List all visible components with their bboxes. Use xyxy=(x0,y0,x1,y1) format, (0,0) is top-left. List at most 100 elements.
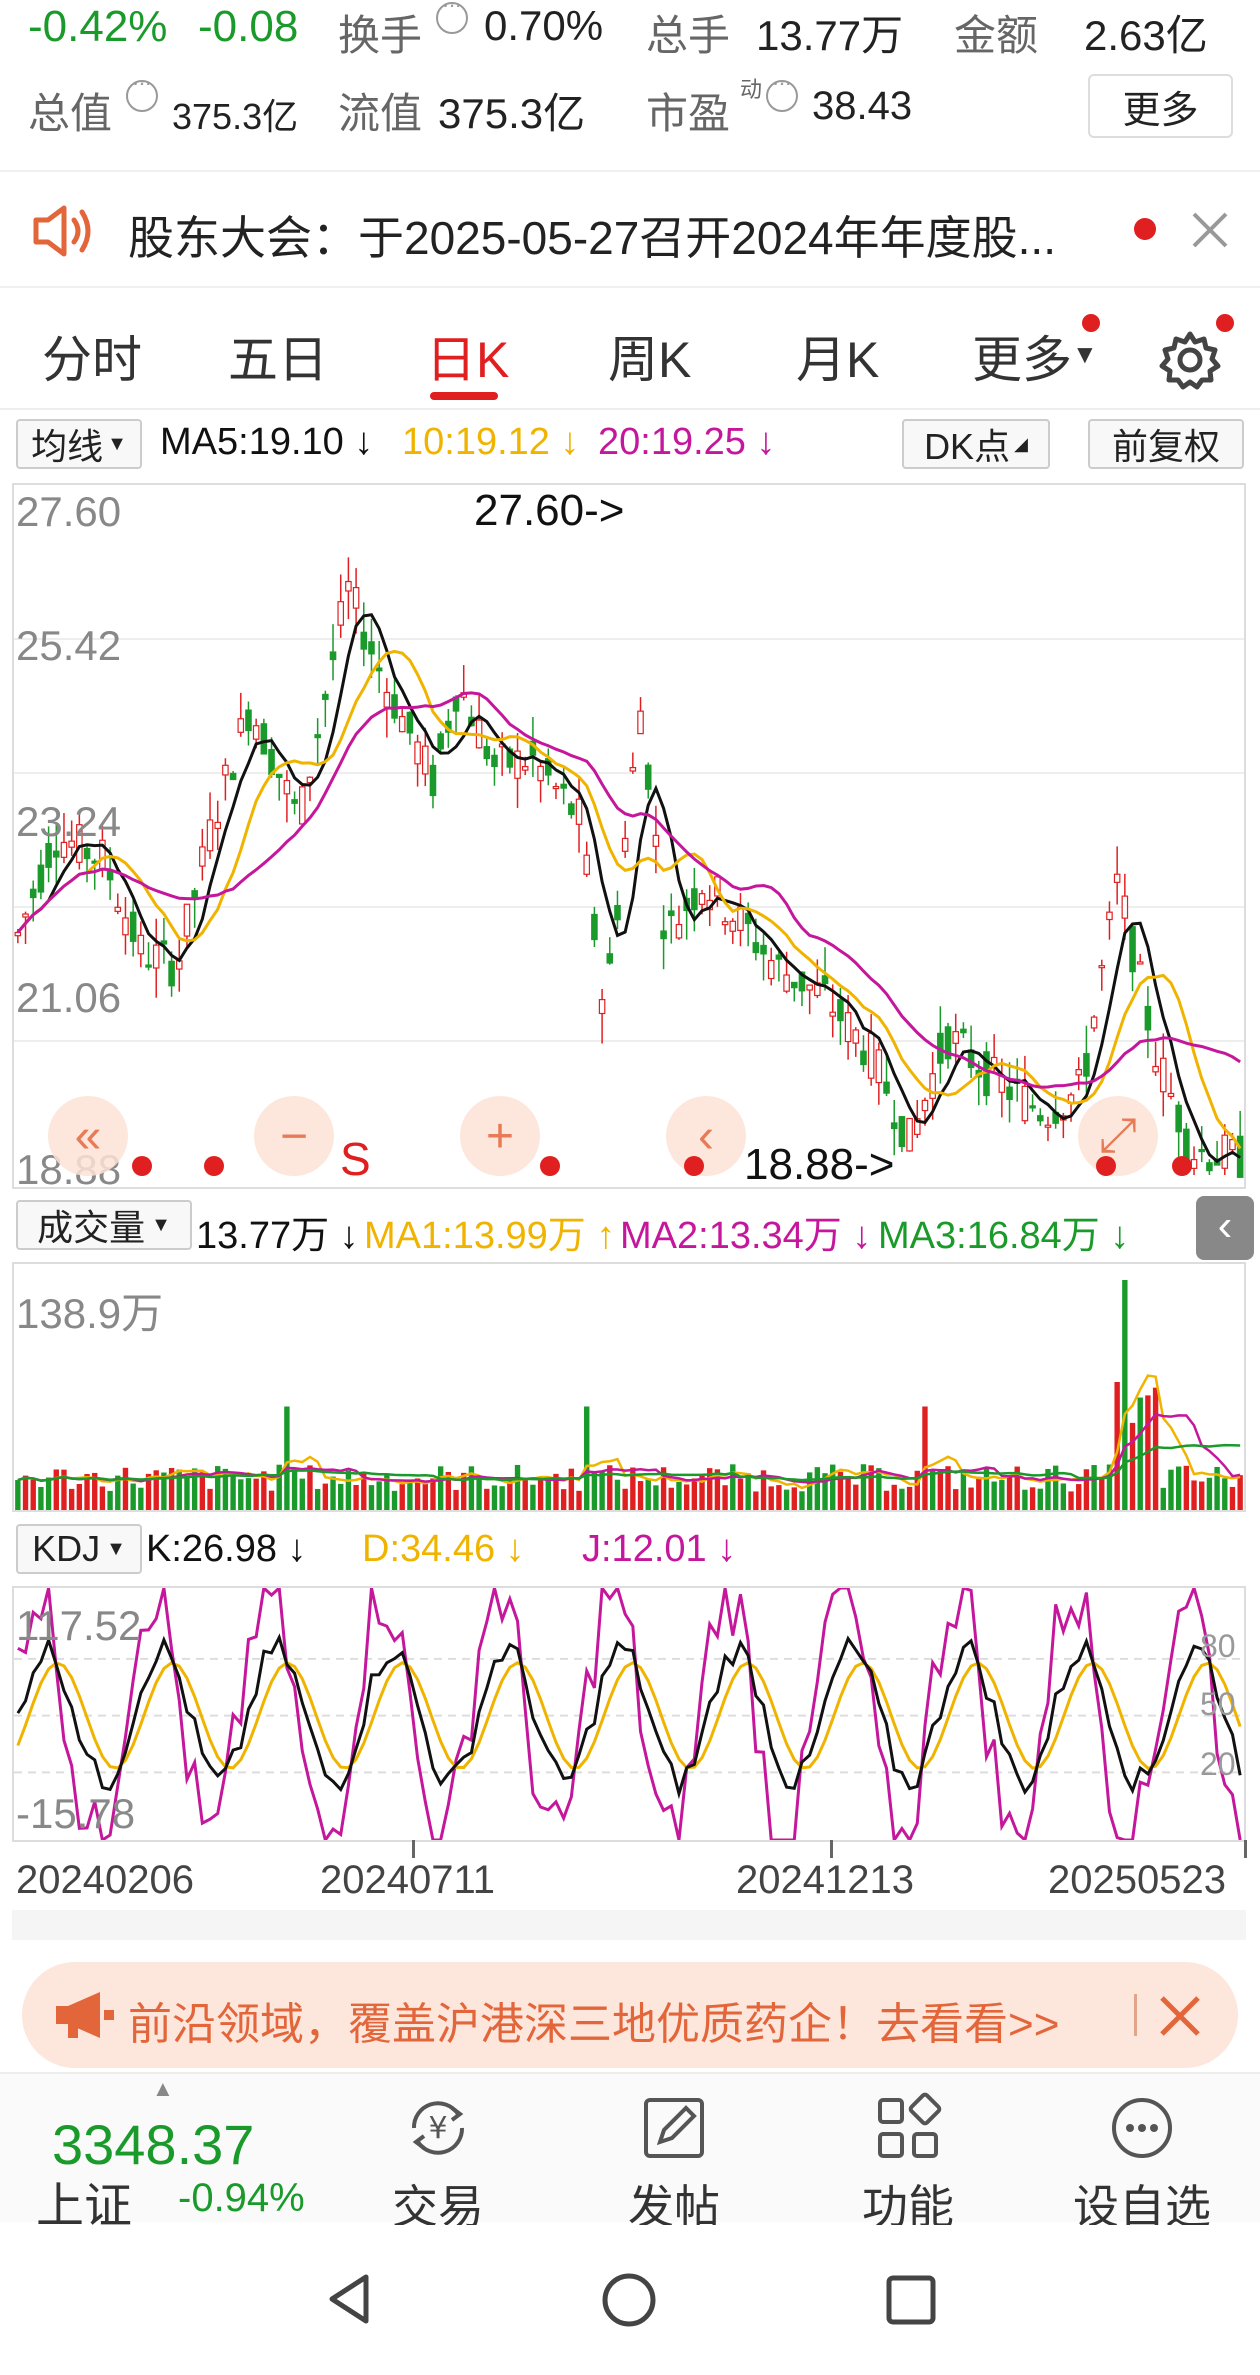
date-tick xyxy=(412,1840,415,1858)
date-strip-bg xyxy=(12,1910,1246,1940)
turnover-label: 换手 xyxy=(338,12,423,59)
date-tick xyxy=(830,1840,833,1858)
settings-dot xyxy=(1216,314,1234,332)
ma5-value: MA5:19.10 ↓ xyxy=(160,421,374,463)
kdj-axis-max: 117.52 xyxy=(16,1602,142,1649)
date-label: 20241213 xyxy=(736,1858,914,1902)
volume-label: 总手 xyxy=(646,12,731,59)
nav-trade[interactable]: ¥ 交易 xyxy=(338,2074,538,2233)
nav-post-label: 发帖 xyxy=(628,2181,720,2233)
tab-more-label: 更多 xyxy=(972,332,1072,388)
index-change: -0.94% xyxy=(178,2176,305,2220)
price-axis-label: 27.60 xyxy=(16,488,122,535)
notice-text: 股东大会：于2025-05-27召开2024年年度股... xyxy=(128,212,1056,264)
quote-row-1: -0.42% -0.08 换手 0.70% 总手 13.77万 金额 2.63亿 xyxy=(0,0,1260,82)
ma10-value: 10:19.12 ↓ xyxy=(402,421,580,463)
kdj-k-value: K:26.98 ↓ xyxy=(146,1528,307,1570)
volume-chart-frame[interactable] xyxy=(12,1262,1246,1512)
date-label: 20240711 xyxy=(320,1858,495,1902)
gear-icon[interactable] xyxy=(1158,328,1222,392)
index-widget[interactable]: ▲ 3348.37 上证 -0.94% xyxy=(0,2074,330,2233)
fullscreen-button[interactable]: ⤢ xyxy=(1078,1096,1158,1176)
period-tabs: 分时 五日 日K 周K 月K 更多▼ xyxy=(0,300,1260,410)
volume-ma2: MA2:13.34万 ↓ xyxy=(620,1215,872,1257)
price-axis-label: 23.24 xyxy=(16,798,122,845)
kdj-level-50: 50 xyxy=(1200,1686,1236,1722)
ma-select-label: 均线 xyxy=(31,426,104,467)
pe-value: 38.43 xyxy=(812,84,913,128)
tab-monthly-k[interactable]: 月K xyxy=(796,332,880,388)
megaphone-icon xyxy=(56,1992,114,2038)
turnover-value: 0.70% xyxy=(484,2,604,49)
index-value: 3348.37 xyxy=(52,2113,255,2176)
kdj-select[interactable]: KDJ ▼ xyxy=(16,1524,142,1574)
signal-dot xyxy=(204,1156,224,1176)
svg-text:¥: ¥ xyxy=(428,2111,447,2146)
close-icon[interactable] xyxy=(1188,208,1232,252)
dropdown-arrow-icon: ▼ xyxy=(106,1537,126,1560)
nav-watchlist[interactable]: 设自选 xyxy=(1042,2074,1242,2233)
nav-watchlist-label: 设自选 xyxy=(1073,2181,1211,2233)
tab-weekly-k[interactable]: 周K xyxy=(608,332,692,388)
nav-trade-label: 交易 xyxy=(392,2181,484,2233)
notice-bar[interactable]: 股东大会：于2025-05-27召开2024年年度股... xyxy=(0,170,1260,288)
speaker-icon xyxy=(33,205,91,257)
turnover-info-icon[interactable] xyxy=(436,0,468,50)
collapse-panel-button[interactable]: ‹ xyxy=(1196,1196,1254,1260)
date-label: 20250523 xyxy=(1048,1858,1226,1902)
back-icon[interactable] xyxy=(322,2271,378,2327)
quote-row-2: 总值 375.3亿 流值 375.3亿 市盈 动 38.43 xyxy=(0,70,1260,160)
pe-info-icon[interactable] xyxy=(766,70,798,128)
nav-functions[interactable]: 功能 xyxy=(808,2074,1008,2233)
amount-value: 2.63亿 xyxy=(1084,12,1208,59)
adjust-select[interactable]: 前复权 xyxy=(1088,419,1244,469)
recents-icon[interactable] xyxy=(884,2273,938,2327)
scroll-left-button[interactable]: ‹ xyxy=(666,1096,746,1176)
kdj-level-20: 20 xyxy=(1200,1746,1236,1782)
dk-point-label: DK点 xyxy=(924,426,1011,467)
tab-more[interactable]: 更多▼ xyxy=(972,320,1098,392)
ad-banner[interactable]: 前沿领域，覆盖沪港深三地优质药企！去看看>> xyxy=(22,1962,1238,2068)
notice-unread-dot xyxy=(1134,218,1156,240)
edit-post-icon xyxy=(644,2098,704,2158)
volume-value: 13.77万 xyxy=(756,12,904,59)
kline-chart-frame[interactable] xyxy=(12,483,1246,1189)
dk-point-select[interactable]: DK点 ◢ xyxy=(902,419,1050,469)
change-abs: -0.08 xyxy=(198,2,299,51)
ma-select[interactable]: 均线 ▼ xyxy=(16,419,142,469)
close-icon[interactable] xyxy=(1158,1994,1202,2038)
tab-intraday[interactable]: 分时 xyxy=(42,332,142,388)
total-mv-info-icon[interactable] xyxy=(126,70,158,128)
volume-chart xyxy=(15,1280,1243,1510)
price-axis-label: 25.42 xyxy=(16,622,122,669)
tab-five-day[interactable]: 五日 xyxy=(228,332,328,388)
kdj-chart xyxy=(14,1588,1244,1840)
kline-chart xyxy=(14,557,1244,1178)
kdj-chart-frame[interactable] xyxy=(12,1586,1246,1842)
kdj-level-80: 80 xyxy=(1200,1628,1236,1664)
more-button[interactable]: 更多 xyxy=(1088,74,1233,138)
nav-post[interactable]: 发帖 xyxy=(574,2074,774,2233)
ad-text: 前沿领域，覆盖沪港深三地优质药企！去看看>> xyxy=(128,2000,1060,2049)
date-tick xyxy=(1244,1840,1247,1858)
chevron-down-icon: ▼ xyxy=(1072,339,1098,369)
high-price-annotation: 27.60-> xyxy=(474,486,625,535)
home-icon[interactable] xyxy=(600,2271,658,2329)
zoom-in-button[interactable]: + xyxy=(460,1096,540,1176)
change-pct: -0.42% xyxy=(28,2,168,51)
more-dots-icon xyxy=(1112,2098,1172,2158)
kdj-axis-min: -15.78 xyxy=(16,1790,136,1837)
ma20-value: 20:19.25 ↓ xyxy=(598,421,776,463)
kdj-d-value: D:34.46 ↓ xyxy=(362,1528,525,1570)
scroll-left-fast-button[interactable]: « xyxy=(48,1096,128,1176)
zoom-out-button[interactable]: − xyxy=(254,1096,334,1176)
index-name: 上证 xyxy=(36,2180,133,2233)
float-mv-label: 流值 xyxy=(338,90,423,137)
tab-daily-k[interactable]: 日K xyxy=(426,332,510,388)
volume-select[interactable]: 成交量 ▼ xyxy=(16,1200,192,1250)
volume-indicator-bar: 成交量 ▼ 13.77万 ↓ MA1:13.99万 ↑ MA2:13.34万 ↓ … xyxy=(0,1196,1260,1260)
active-tab-indicator xyxy=(430,392,498,400)
tab-more-dot xyxy=(1082,314,1100,332)
signal-dot xyxy=(1172,1156,1192,1176)
expand-up-icon: ▲ xyxy=(152,2076,174,2101)
